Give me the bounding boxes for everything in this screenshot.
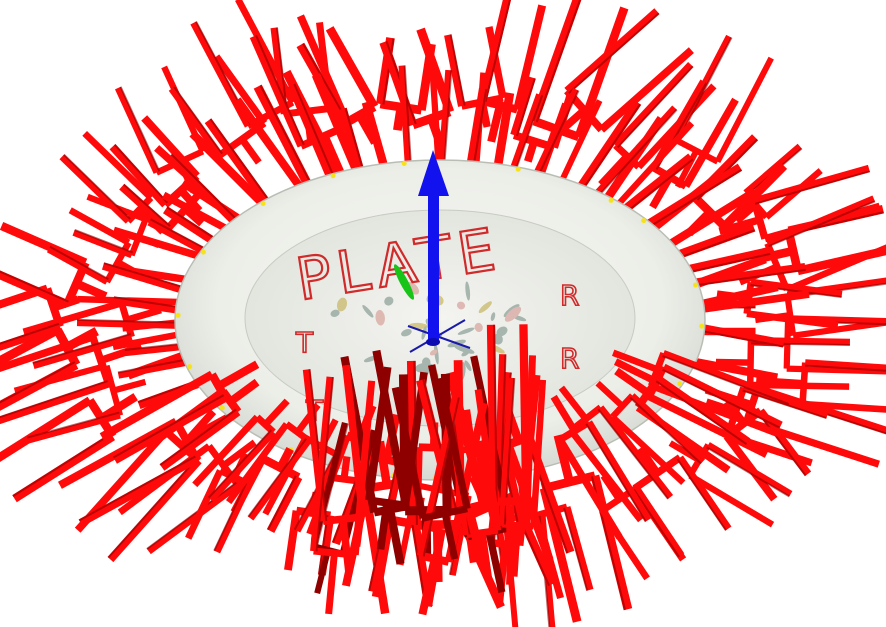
gripper-frame-23 xyxy=(58,414,229,527)
contact-point xyxy=(200,249,206,255)
pattern-leaf xyxy=(414,362,434,373)
gripper-frame-front-7 xyxy=(486,324,531,564)
gripper-frame-3 xyxy=(756,359,886,417)
pattern-leaf xyxy=(478,301,492,314)
contact-point xyxy=(699,323,705,329)
gripper-frame-35 xyxy=(109,115,203,214)
contact-point xyxy=(641,218,647,224)
contact-point xyxy=(260,201,266,206)
pattern-leaf xyxy=(336,297,348,312)
contact-point xyxy=(187,364,193,370)
pattern-leaf xyxy=(465,281,471,301)
pattern-leaf xyxy=(504,306,522,322)
gripper-frame-31 xyxy=(46,207,140,285)
contact-point xyxy=(608,197,614,203)
gripper-frame-inner-5 xyxy=(595,380,706,485)
pattern-leaf xyxy=(401,329,412,337)
plate-inner-well xyxy=(244,209,636,427)
z-axis-arrow-head xyxy=(418,150,449,196)
pattern-leaf xyxy=(330,309,340,317)
gripper-frame-27 xyxy=(0,325,99,415)
gripper-frame-37 xyxy=(168,54,268,165)
gripper-frame-inner-16 xyxy=(192,398,290,503)
gripper-frame-inner-3 xyxy=(613,358,783,458)
gripper-frame-inner-2 xyxy=(611,349,792,437)
gripper-frame-30 xyxy=(0,222,108,309)
gripper-frame-40 xyxy=(249,14,352,176)
gripper-frame-45 xyxy=(478,0,547,143)
gripper-frame-front-14 xyxy=(310,376,376,615)
gripper-frame-28 xyxy=(22,299,162,370)
gripper-frame-24 xyxy=(0,393,138,503)
pattern-leaf xyxy=(362,305,374,318)
gripper-frame-inner-41 xyxy=(644,223,767,294)
gripper-frame-26 xyxy=(0,333,143,427)
gripper-frame-inner-7 xyxy=(550,394,652,540)
pattern-leaf xyxy=(490,312,496,321)
gripper-frame-inner-37 xyxy=(558,100,665,243)
gripper-frames-front xyxy=(58,324,812,627)
z-axis-shaft xyxy=(428,190,439,342)
gripper-frame-inner-15 xyxy=(225,402,321,521)
contact-point xyxy=(219,405,225,411)
contact-point xyxy=(175,312,181,318)
contact-point xyxy=(515,166,521,172)
pattern-leaf xyxy=(453,344,475,354)
gripper-frame-front-9 xyxy=(365,366,428,550)
gripper-frame-21 xyxy=(185,452,253,554)
gripper-frame-9 xyxy=(599,473,685,581)
pattern-leaf xyxy=(496,326,508,337)
gripper-frames-back xyxy=(0,0,886,503)
gripper-frame-front-8 xyxy=(302,364,367,573)
plate-side-label-right-top: R xyxy=(560,279,579,312)
gripper-frame-inner-6 xyxy=(558,385,674,523)
pattern-leaf xyxy=(434,342,439,365)
pattern-leaf xyxy=(429,349,438,356)
pattern-leaf xyxy=(421,326,427,340)
contact-point xyxy=(330,173,336,179)
gripper-frame-33 xyxy=(59,130,166,235)
pattern-leaf xyxy=(474,322,483,332)
plate-side-label-left-top: T xyxy=(295,326,314,359)
gripper-frame-inner-42 xyxy=(663,246,779,310)
gripper-frame-front-15 xyxy=(391,377,471,560)
pattern-leaf xyxy=(464,360,472,372)
gripper-frame-48 xyxy=(550,8,694,141)
pattern-leaf xyxy=(384,296,394,306)
gripper-frame-29 xyxy=(0,284,80,355)
gripper-frame-18 xyxy=(284,491,335,576)
gripper-frame-inner-38 xyxy=(564,105,695,246)
gripper-frame-42 xyxy=(376,37,436,131)
contact-point xyxy=(677,381,683,387)
gripper-frame-22 xyxy=(74,408,217,563)
gripper-frame-7 xyxy=(668,440,793,528)
pattern-leaf xyxy=(457,327,475,335)
pattern-leaf xyxy=(456,301,466,310)
pattern-leaf xyxy=(375,309,385,326)
coordinate-axes-icon xyxy=(393,150,471,353)
plate-side-label-right-bottom: R xyxy=(560,342,579,375)
axes-origin xyxy=(426,338,440,346)
gripper-frame-inner-18 xyxy=(99,360,260,464)
gripper-frame-47 xyxy=(529,0,629,176)
contact-point xyxy=(693,282,698,288)
contact-point xyxy=(401,161,407,166)
y-axis-arrow xyxy=(393,264,415,300)
gripper-frame-front-13 xyxy=(416,396,488,616)
gripper-frame-56 xyxy=(738,195,886,293)
